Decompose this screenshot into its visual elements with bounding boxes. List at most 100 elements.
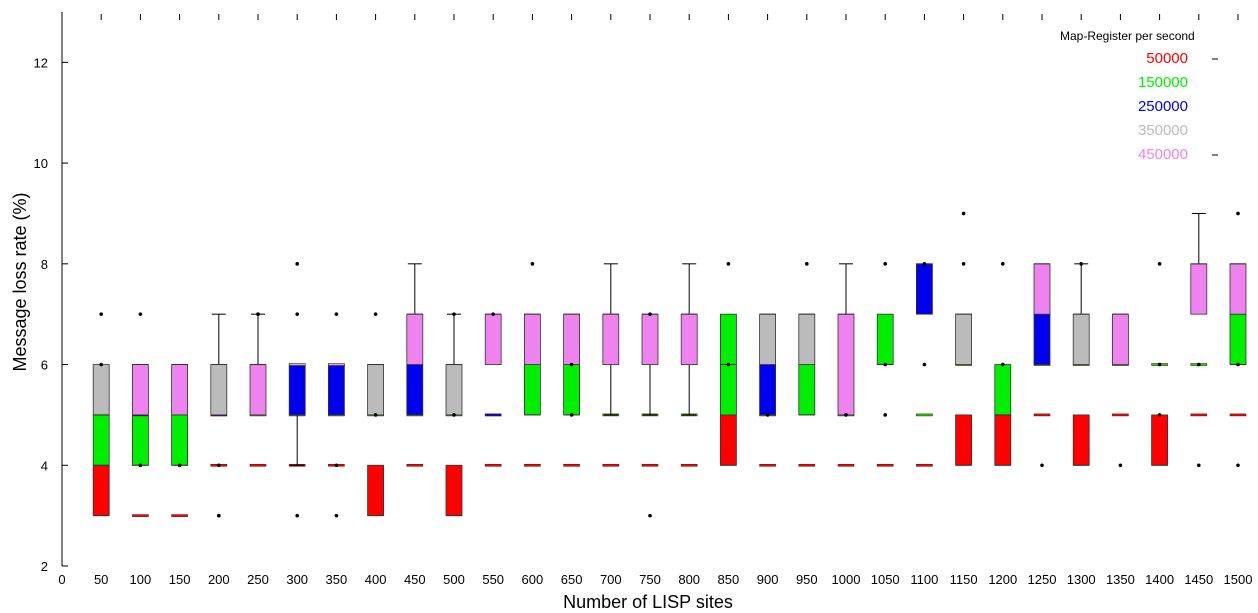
outlier-point bbox=[295, 262, 300, 266]
box-flat bbox=[328, 363, 345, 366]
outlier-point bbox=[961, 211, 966, 216]
box-body bbox=[1151, 414, 1168, 466]
box-body bbox=[131, 364, 149, 416]
box-body bbox=[641, 313, 659, 365]
y-tick-label: 4 bbox=[41, 458, 48, 473]
y-tick-labels: 2 4 6 8 10 12 bbox=[34, 55, 68, 574]
box-250000-1250 bbox=[1033, 313, 1051, 365]
x-tick-label: 250 bbox=[247, 572, 269, 587]
box-50000-250 bbox=[249, 463, 267, 467]
box-250000-1100 bbox=[916, 263, 933, 315]
box-body bbox=[92, 414, 110, 466]
box-body bbox=[131, 414, 149, 466]
legend-entry-450000: 450000 bbox=[1138, 146, 1188, 163]
box-50000-1250 bbox=[1033, 413, 1051, 417]
outlier-point bbox=[256, 312, 260, 316]
box-50000-150 bbox=[171, 514, 188, 517]
box-250000-300 bbox=[288, 364, 306, 466]
x-tick-labels: 0 50 100 150 200 250 300 350 400 450 500 550 600 650 7… bbox=[58, 572, 1252, 587]
box-body bbox=[445, 364, 463, 416]
box-flat bbox=[759, 463, 776, 467]
x-tick-label: 900 bbox=[757, 572, 779, 587]
box-50000-50 bbox=[92, 464, 110, 517]
box-body bbox=[288, 364, 306, 416]
outlier-point bbox=[217, 513, 221, 518]
box-body bbox=[171, 364, 189, 416]
box-body bbox=[798, 364, 816, 416]
outlier-point bbox=[99, 362, 103, 367]
box-50000-500 bbox=[445, 464, 463, 517]
y-tick-label: 6 bbox=[41, 358, 48, 373]
x-tick-label: 500 bbox=[443, 572, 465, 587]
box-flat bbox=[406, 463, 424, 467]
legend-entry-350000: 350000 bbox=[1138, 122, 1188, 139]
legend-entry-250000: 250000 bbox=[1138, 98, 1188, 115]
box-body bbox=[249, 364, 267, 416]
box-50000-1450 bbox=[1190, 413, 1208, 417]
box-body bbox=[1229, 263, 1247, 315]
box-150000-1500 bbox=[1229, 313, 1247, 366]
outlier-point bbox=[138, 312, 143, 316]
outlier-point bbox=[569, 362, 574, 367]
box-150000-100 bbox=[131, 414, 149, 466]
x-tick-label: 100 bbox=[130, 572, 152, 587]
outlier-point bbox=[883, 413, 887, 417]
x-tick-label: 200 bbox=[208, 572, 230, 587]
x-tick-label: 650 bbox=[561, 572, 583, 587]
box-body bbox=[210, 364, 228, 416]
legend-entry-150000: 150000 bbox=[1138, 74, 1188, 91]
x-tick-label: 950 bbox=[796, 572, 818, 587]
outlier-point bbox=[883, 262, 887, 266]
outlier-point bbox=[138, 463, 143, 468]
outlier-point bbox=[726, 362, 731, 367]
box-flat bbox=[1033, 413, 1051, 417]
box-250000-900 bbox=[759, 364, 776, 416]
box-flat bbox=[916, 463, 933, 467]
outlier-point bbox=[1236, 463, 1240, 468]
box-50000-600 bbox=[524, 463, 541, 467]
outlier-point bbox=[295, 513, 300, 518]
box-flat bbox=[916, 413, 933, 417]
box-50000-450 bbox=[406, 463, 424, 467]
box-body bbox=[563, 364, 580, 416]
x-axis-title: Number of LISP sites bbox=[563, 592, 733, 612]
x-tick-label: 1500 bbox=[1224, 572, 1253, 587]
box-body bbox=[367, 464, 385, 517]
box-350000-350 bbox=[328, 363, 345, 366]
box-body bbox=[406, 364, 424, 416]
box-body bbox=[955, 313, 972, 365]
box-150000-1100 bbox=[916, 413, 933, 417]
x-tick-label: 1300 bbox=[1067, 572, 1096, 587]
box-250000-450 bbox=[406, 364, 424, 416]
box-450000-750 bbox=[641, 313, 659, 416]
box-150000-600 bbox=[524, 364, 541, 416]
box-body bbox=[994, 414, 1012, 466]
x-tick-label: 1250 bbox=[1028, 572, 1057, 587]
box-body bbox=[1112, 313, 1129, 365]
box-body bbox=[680, 313, 698, 365]
box-body bbox=[524, 364, 541, 416]
box-350000-300 bbox=[288, 363, 306, 366]
box-350000-950 bbox=[798, 313, 816, 365]
box-body bbox=[916, 263, 933, 315]
box-450000-650 bbox=[563, 313, 580, 365]
box-flat bbox=[876, 463, 894, 467]
outlier-point bbox=[648, 312, 652, 316]
box-450000-700 bbox=[602, 263, 620, 416]
box-body bbox=[994, 364, 1012, 416]
box-flat bbox=[288, 363, 306, 366]
outlier-point bbox=[373, 312, 378, 316]
x-tick-label: 700 bbox=[600, 572, 622, 587]
box-50000-1000 bbox=[837, 463, 855, 467]
x-tick-label: 600 bbox=[522, 572, 544, 587]
box-body bbox=[837, 313, 855, 416]
outlier-point bbox=[491, 312, 496, 316]
outlier-point bbox=[1079, 262, 1083, 266]
box-150000-150 bbox=[171, 414, 189, 466]
box-flat bbox=[1112, 413, 1129, 417]
box-350000-400 bbox=[367, 364, 385, 416]
box-flat bbox=[1229, 413, 1247, 417]
box-body bbox=[563, 313, 580, 365]
outlier-point bbox=[530, 262, 535, 266]
